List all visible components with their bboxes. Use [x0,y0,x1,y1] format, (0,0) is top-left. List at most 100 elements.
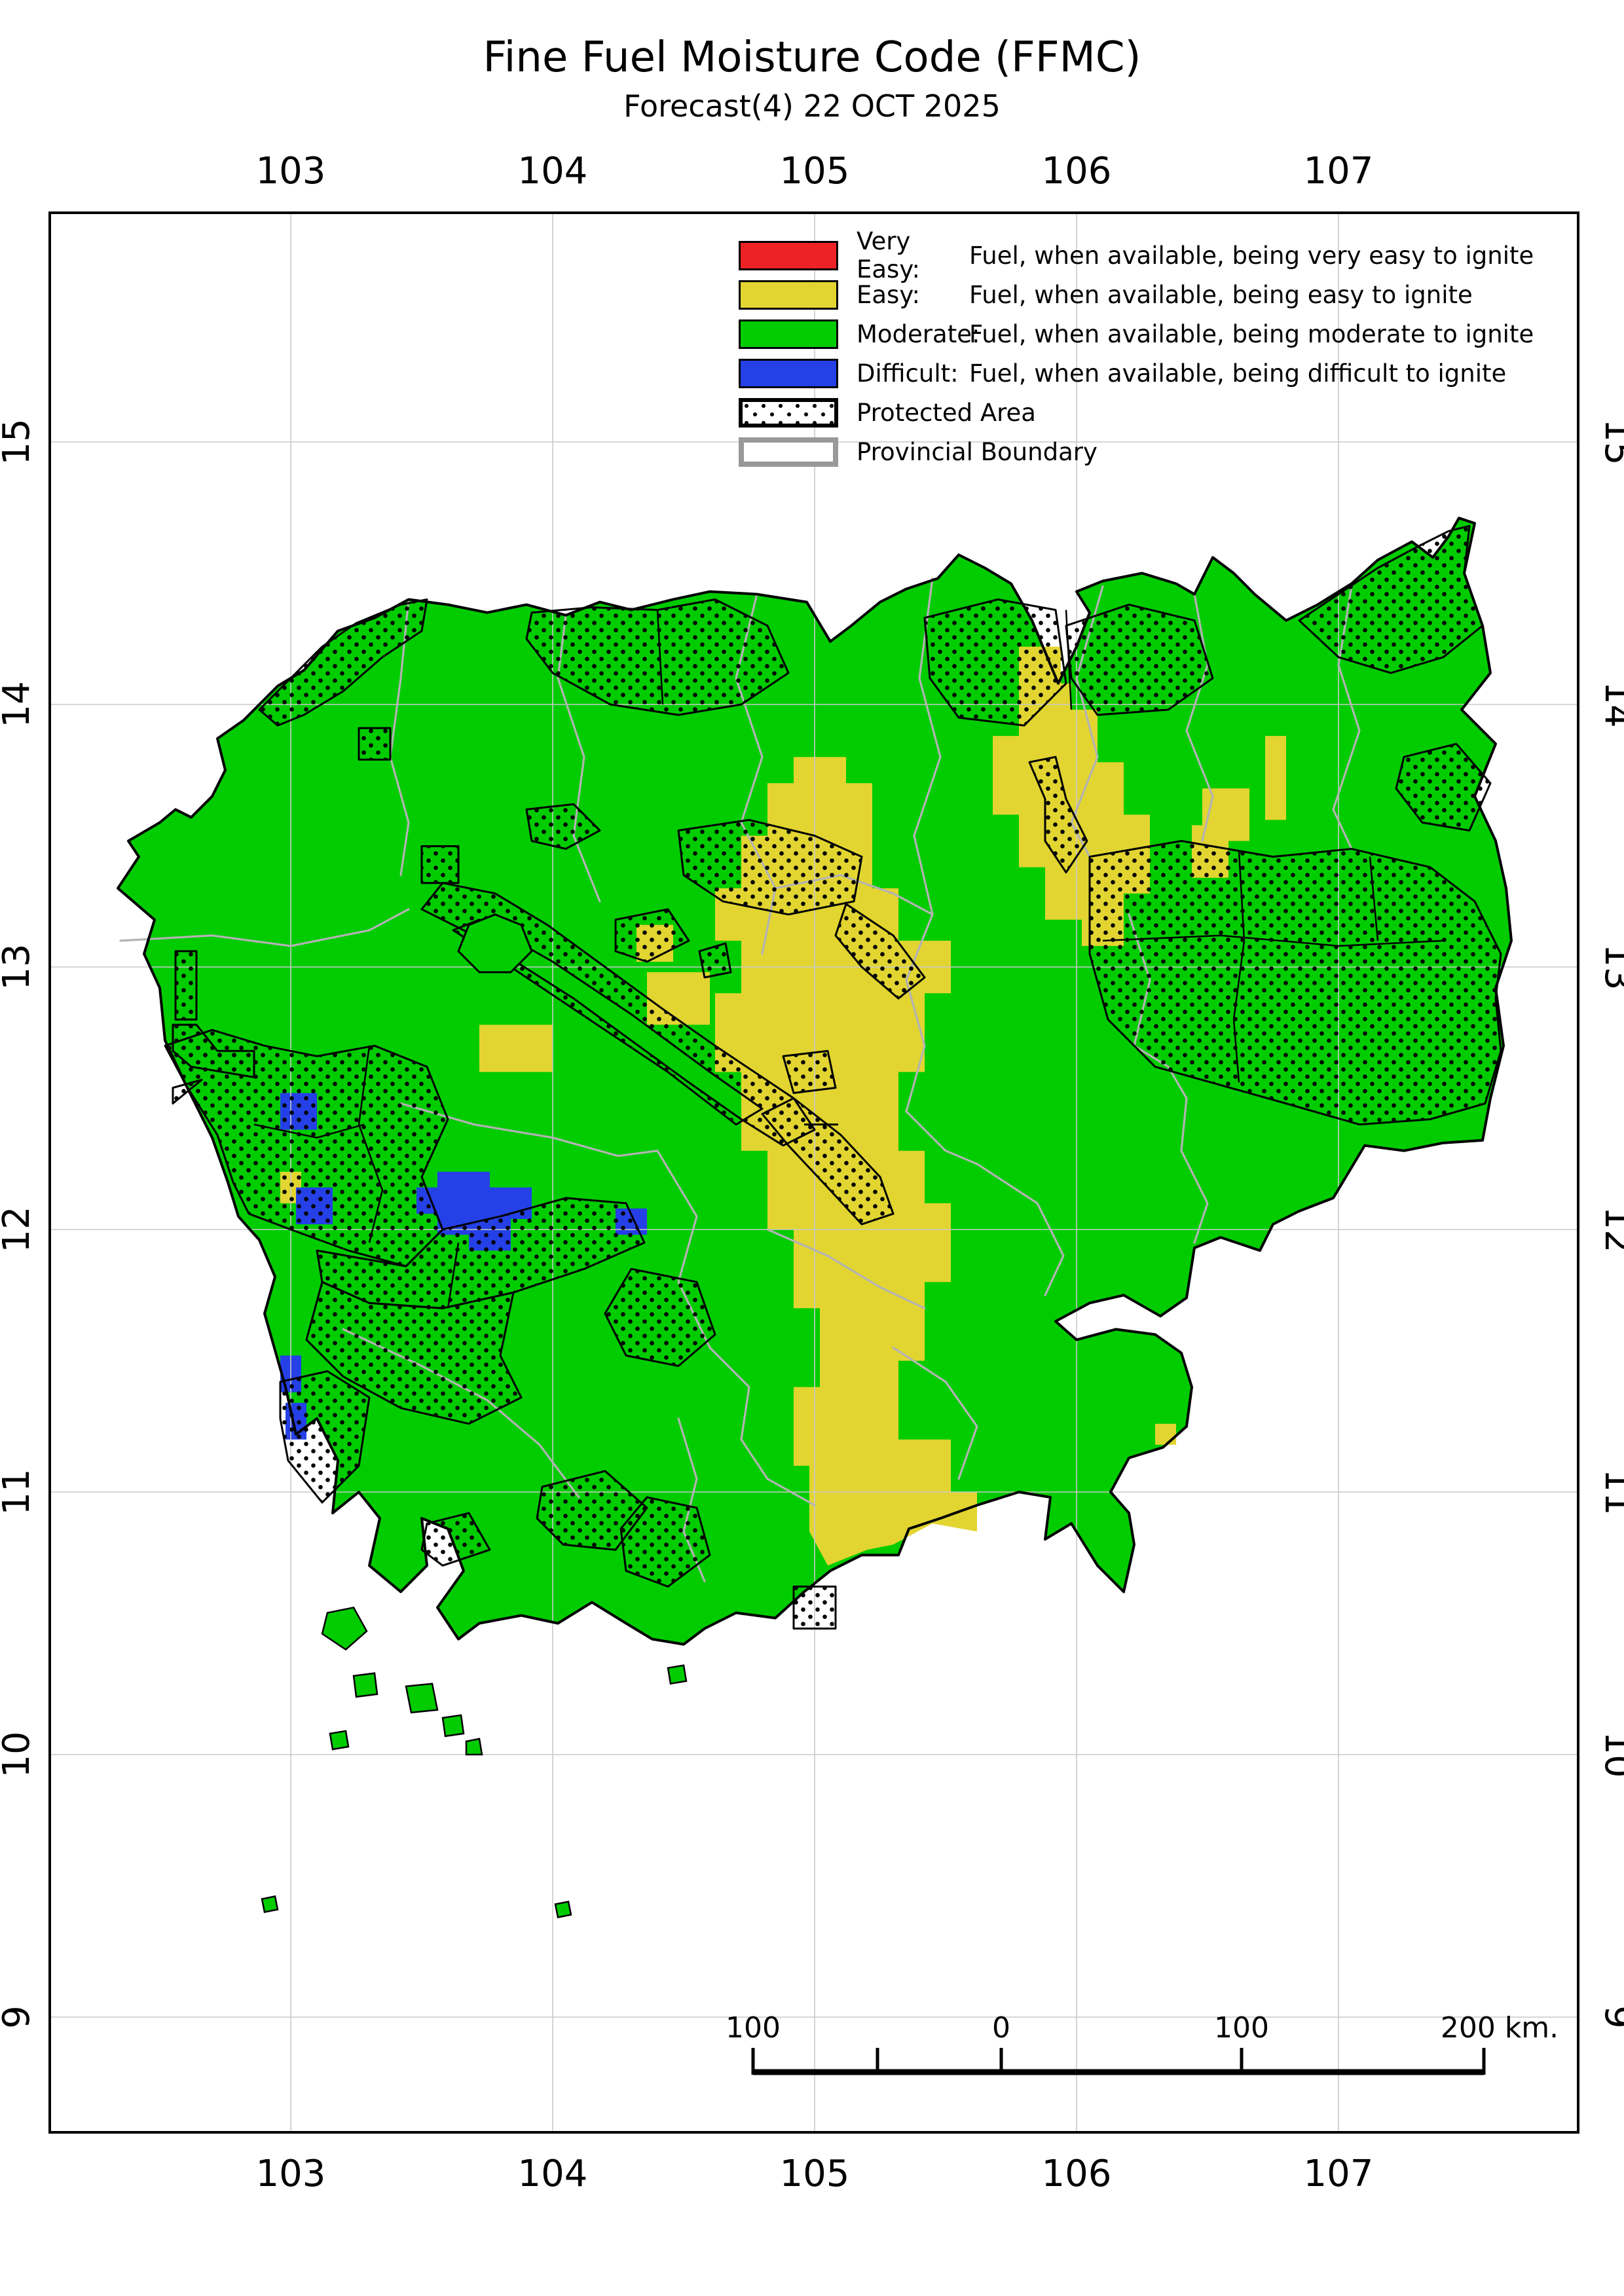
legend-desc-difficult: Fuel, when available, being difficult to… [969,359,1507,388]
legend-swatch-very-easy [739,240,838,270]
legend-row-easy: Easy: Fuel, when available, being easy to… [739,275,1534,314]
legend-row-difficult: Difficult: Fuel, when available, being di… [739,354,1534,393]
island-3 [441,1714,465,1738]
islands-layer [261,1123,838,1919]
right-axis-label-10: 10 [1596,1731,1624,1777]
bottom-axis-label-103: 103 [256,2153,326,2195]
protected-area-4 [1065,604,1214,716]
frame-border [48,211,1579,2134]
scalebar-label-1: 0 [992,2011,1010,2045]
legend-label-moderate: Moderate: [857,319,980,348]
protected-area-5 [1298,524,1484,674]
protected-area-2 [525,598,790,716]
provincial-boundary-layer [119,577,1361,1582]
left-axis-label-10: 10 [0,1731,38,1777]
bottom-axis-label-106: 106 [1042,2153,1112,2195]
island-6 [261,1895,279,1914]
top-axis-label-104: 104 [518,150,588,192]
page-title: Fine Fuel Moisture Code (FFMC) [483,33,1141,82]
protected-area-20 [305,1281,523,1425]
legend-swatch-difficult [739,358,838,388]
protected-area-divider-3 [358,1046,384,1243]
page-subtitle: Forecast(4) 22 OCT 2025 [623,88,1001,124]
protected-area-23 [619,1496,711,1588]
legend-desc-very-easy: Fuel, when available, being very easy to… [969,241,1534,270]
left-axis-label-9: 9 [0,2005,38,2029]
scalebar-label-2: 100 [1214,2011,1269,2045]
provincial-line-18 [766,1478,816,1506]
scalebar-label-0: 100 [726,2011,781,2045]
top-axis-label-105: 105 [780,150,850,192]
tonle-sap-blob [457,913,533,974]
protected-area-0 [258,598,428,727]
protected-area-layer [164,524,1502,1630]
protected-area-divider-1 [1102,934,1444,947]
top-axis-label-106: 106 [1042,150,1112,192]
protected-area-3 [923,598,1067,727]
island-2 [405,1683,439,1714]
provincial-line-14 [976,1163,1065,1296]
protected-area-1 [358,727,392,761]
protected-area-22 [536,1470,648,1551]
right-axis-label-12: 12 [1596,1206,1624,1252]
header: Fine Fuel Moisture Code (FFMC) Forecast(… [0,33,1624,124]
right-axis-label-13: 13 [1596,943,1624,990]
top-axis-label-103: 103 [256,150,326,192]
protected-area-divider-4 [253,1123,365,1139]
protected-area-6 [1028,756,1088,874]
protected-area-11 [420,845,460,884]
left-axis-label-15: 15 [0,418,38,465]
provincial-line-11 [892,1346,978,1480]
cambodia-border [117,517,1513,1646]
country-outline-layer [117,517,1513,1646]
legend-swatch-easy [739,280,838,310]
right-axis-label-11: 11 [1596,1468,1624,1515]
protected-area-8 [1395,742,1492,831]
provincial-line-8 [399,1102,659,1157]
protected-area-29 [172,1078,203,1104]
protected-area-9 [614,908,690,963]
legend-label-provincial-boundary: Provincial Boundary [857,437,1098,466]
protected-area-28 [172,1023,255,1078]
protected-area-divider-7 [656,610,664,705]
bottom-axis-label-105: 105 [780,2153,850,2195]
island-1 [352,1672,378,1698]
legend-label-difficult: Difficult: [857,359,959,388]
left-axis-label-12: 12 [0,1206,38,1252]
legend-label-very-easy: Very Easy: [857,227,920,283]
provincial-line-4 [905,577,942,1113]
protected-area-12 [525,803,601,850]
island-8 [667,1664,688,1685]
easy-zone-4 [1265,736,1286,820]
scalebar-label-3: 200 km. [1441,2011,1559,2045]
protected-area-10 [698,942,732,979]
bottom-axis-label-104: 104 [518,2153,588,2195]
provincial-line-10 [766,1228,926,1309]
protected-area-14 [834,903,926,1000]
island-0 [321,1606,368,1651]
legend-desc-easy: Fuel, when available, being easy to igni… [969,280,1473,309]
protected-area-divider-2 [1369,856,1379,941]
protected-area-26 [792,1585,837,1630]
protected-area-17 [782,1049,837,1094]
provincial-line-0 [119,908,410,947]
bottom-axis-label-107: 107 [1304,2153,1374,2195]
legend-label-protected-area: Protected Area [857,398,1036,427]
protected-area-divider-0 [1232,851,1246,1083]
legend-desc-moderate: Fuel, when available, being moderate to … [969,319,1534,348]
easy-zone-10 [1155,1423,1176,1445]
protected-area-16 [761,1097,895,1226]
easy-zone-8 [479,1025,553,1072]
legend-row-moderate: Moderate: Fuel, when available, being mod… [739,314,1534,354]
legend-row-very-easy: Very Easy: Fuel, when available, being ve… [739,227,1534,283]
axis-labels: 103 103 104 104 105 105 106 106 107 107 15 15 14 14 13… [0,150,1624,2195]
legend-swatch-provincial-boundary [739,437,838,467]
left-axis-label-11: 11 [0,1468,38,1515]
protected-area-24 [604,1267,716,1367]
island-5 [329,1730,350,1751]
legend-label-easy: Easy: [857,280,920,309]
right-axis-label-9: 9 [1596,2005,1624,2029]
right-axis-label-14: 14 [1596,681,1624,727]
